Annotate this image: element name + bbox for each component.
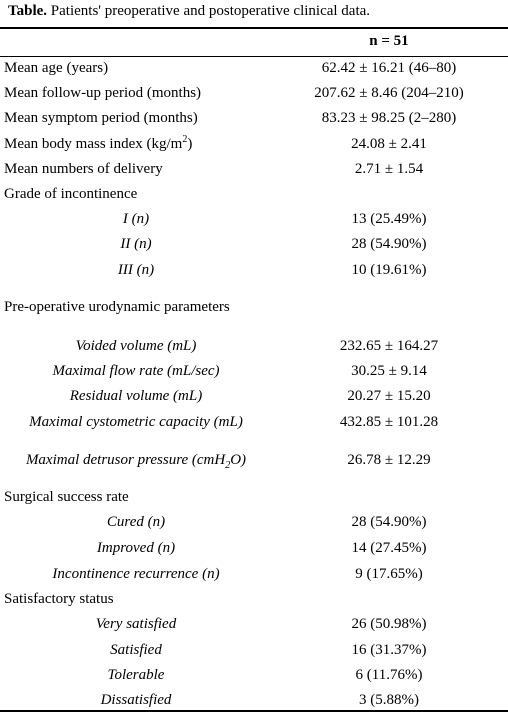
row-value: 83.23 ± 98.25 (2–280) [321, 110, 457, 126]
row-value: 24.08 ± 2.41 [351, 136, 427, 152]
caption-bold: Table. [8, 3, 48, 19]
bottom-rule [0, 710, 508, 712]
row-label: Residual volume (mL) [69, 388, 203, 404]
table-row: Tolerable 6 (11.76%) [0, 664, 508, 686]
row-label: Mean body mass index (kg/m2) [4, 134, 193, 153]
row-value: 26 (50.98%) [351, 616, 427, 632]
column-header-n: n = 51 [369, 33, 409, 49]
table-row: I (n) 13 (25.49%) [0, 208, 508, 230]
row-label: Very satisfied [95, 616, 177, 632]
row-value: 10 (19.61%) [351, 262, 427, 278]
table-row: Mean symptom period (months) 83.23 ± 98.… [0, 107, 508, 129]
table-row: III (n) 10 (19.61%) [0, 259, 508, 281]
table-row: Mean body mass index (kg/m2) 24.08 ± 2.4… [0, 133, 508, 155]
row-label: Pre-operative urodynamic parameters [4, 299, 230, 315]
table-row: Cured (n) 28 (54.90%) [0, 511, 508, 533]
section-heading: Grade of incontinence [0, 183, 508, 205]
row-value: 9 (17.65%) [355, 566, 423, 582]
row-label: Maximal flow rate (mL/sec) [52, 363, 220, 379]
table-row: Incontinence recurrence (n) 9 (17.65%) [0, 563, 508, 585]
row-value: 62.42 ± 16.21 (46–80) [321, 60, 457, 76]
row-label: I (n) [122, 211, 150, 227]
row-value: 28 (54.90%) [351, 236, 427, 252]
row-label: Satisfied [110, 642, 162, 658]
row-label: Maximal cystometric capacity (mL) [29, 414, 243, 430]
row-label: Mean numbers of delivery [4, 161, 163, 177]
row-value: 26.78 ± 12.29 [347, 452, 431, 468]
row-label: Grade of incontinence [4, 186, 138, 202]
header-rule [0, 56, 508, 57]
row-label: Mean age (years) [4, 60, 109, 76]
row-value: 14 (27.45%) [351, 540, 427, 556]
row-value: 16 (31.37%) [351, 642, 427, 658]
table-row: Mean numbers of delivery 2.71 ± 1.54 [0, 158, 508, 180]
table-row: Mean age (years) 62.42 ± 16.21 (46–80) [0, 57, 508, 79]
table-row: Maximal cystometric capacity (mL) 432.85… [0, 411, 508, 433]
row-label: Mean symptom period (months) [4, 110, 198, 126]
table-row: Residual volume (mL) 20.27 ± 15.20 [0, 385, 508, 407]
section-heading: Pre-operative urodynamic parameters [0, 296, 508, 318]
row-label: Incontinence recurrence (n) [52, 566, 220, 582]
table-row: II (n) 28 (54.90%) [0, 233, 508, 255]
section-heading: Satisfactory status [0, 588, 508, 610]
caption-text: Patients' preoperative and postoperative… [47, 3, 371, 19]
row-value: 28 (54.90%) [351, 514, 427, 530]
table-caption: Table. Patients' preoperative and postop… [8, 3, 370, 20]
top-rule [0, 27, 508, 29]
table-row: Maximal flow rate (mL/sec) 30.25 ± 9.14 [0, 360, 508, 382]
row-value: 6 (11.76%) [355, 667, 423, 683]
row-value: 432.85 ± 101.28 [339, 414, 439, 430]
row-value: 20.27 ± 15.20 [347, 388, 431, 404]
row-value: 207.62 ± 8.46 (204–210) [314, 85, 464, 101]
row-value: 30.25 ± 9.14 [351, 363, 427, 379]
table-row: Satisfied 16 (31.37%) [0, 639, 508, 661]
row-label: Cured (n) [106, 514, 166, 530]
row-label: Dissatisfied [100, 692, 172, 708]
row-label: III (n) [117, 262, 155, 278]
table-row: Dissatisfied 3 (5.88%) [0, 689, 508, 711]
row-value: 3 (5.88%) [359, 692, 419, 708]
table-row: Improved (n) 14 (27.45%) [0, 537, 508, 559]
row-label: Improved (n) [96, 540, 176, 556]
row-value: 2.71 ± 1.54 [354, 161, 424, 177]
row-label: Surgical success rate [4, 489, 129, 505]
row-label: Voided volume (mL) [75, 338, 197, 354]
row-label: Satisfactory status [4, 591, 114, 607]
row-label: Tolerable [107, 667, 165, 683]
row-label: II (n) [120, 236, 152, 252]
table-row: Voided volume (mL) 232.65 ± 164.27 [0, 335, 508, 357]
row-label: Maximal detrusor pressure (cmH2O) [25, 452, 247, 471]
table-row: Mean follow-up period (months) 207.62 ± … [0, 82, 508, 104]
section-heading: Surgical success rate [0, 486, 508, 508]
row-value: 232.65 ± 164.27 [339, 338, 439, 354]
table-row: Maximal detrusor pressure (cmH2O) 26.78 … [0, 449, 508, 471]
row-label: Mean follow-up period (months) [4, 85, 202, 101]
table-row: Very satisfied 26 (50.98%) [0, 613, 508, 635]
row-value: 13 (25.49%) [351, 211, 427, 227]
